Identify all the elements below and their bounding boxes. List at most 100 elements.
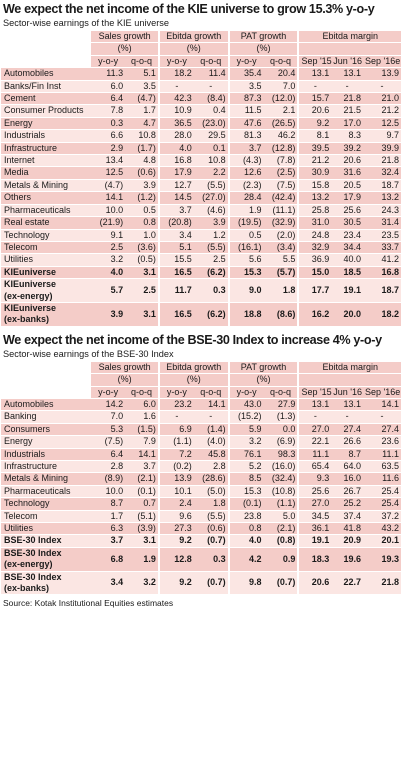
table-cell: 0.9 bbox=[263, 547, 298, 572]
bse-table-body: Sales growth Ebitda growth PAT growth Ebitd… bbox=[1, 361, 401, 596]
table-cell: 3.2 bbox=[229, 435, 264, 449]
table-cell: 18.3 bbox=[299, 547, 332, 572]
table-cell: (0.1) bbox=[229, 497, 264, 511]
table-cell: 18.5 bbox=[331, 266, 363, 280]
table-cell: 4.0 bbox=[229, 534, 264, 548]
table-cell: - bbox=[299, 80, 332, 94]
table-cell: (23.0) bbox=[193, 117, 228, 131]
table-cell: 9.2 bbox=[159, 571, 194, 596]
header-group: Ebitda growth bbox=[159, 31, 228, 44]
table-cell: 18.2 bbox=[363, 302, 401, 327]
cell-gap bbox=[157, 423, 160, 437]
table-cell: 18.7 bbox=[363, 278, 401, 303]
table-cell: 3.9 bbox=[91, 302, 126, 327]
column-header: y-o-y bbox=[229, 386, 264, 399]
table-cell: 3.9 bbox=[125, 179, 158, 193]
table-cell: 12.5 bbox=[363, 117, 401, 131]
table-cell: 2.8 bbox=[91, 460, 126, 474]
cell-gap bbox=[297, 398, 300, 412]
table-cell: 17.9 bbox=[331, 191, 363, 205]
table-cell: 25.6 bbox=[299, 485, 332, 499]
kie-header-unit: (%) (%) (%) bbox=[1, 42, 401, 56]
bse-header-groups: Sales growth Ebitda growth PAT growth Ebitd… bbox=[1, 361, 401, 375]
table-cell: 33.7 bbox=[363, 241, 401, 255]
cell-gap bbox=[297, 67, 300, 81]
row-label: Telecom bbox=[1, 510, 92, 524]
table-cell: (26.5) bbox=[263, 117, 298, 131]
table-cell: 18.8 bbox=[229, 302, 264, 327]
row-label: Utilities bbox=[1, 253, 92, 267]
table-row: Utilities 3.2 (0.5) 15.5 2.5 5.6 5.5 36.9 40.0 41… bbox=[1, 253, 401, 267]
cell-gap bbox=[227, 67, 230, 81]
row-label: KIEuniverse (ex-energy) bbox=[1, 278, 92, 303]
header-gap bbox=[297, 373, 300, 387]
table-cell: 36.1 bbox=[299, 522, 332, 536]
table-cell: (1.1) bbox=[159, 435, 194, 449]
table-cell: (16.0) bbox=[263, 460, 298, 474]
header-gap bbox=[157, 55, 160, 69]
table-cell: 11.5 bbox=[229, 104, 264, 118]
table-cell: (42.4) bbox=[263, 191, 298, 205]
cell-gap bbox=[227, 191, 230, 205]
table-cell: 20.9 bbox=[331, 534, 363, 548]
cell-gap bbox=[157, 117, 160, 131]
column-header: Jun '16 bbox=[331, 386, 363, 399]
column-header: q-o-q bbox=[125, 55, 158, 69]
cell-gap bbox=[297, 510, 300, 524]
table-cell: 3.5 bbox=[229, 80, 264, 94]
cell-gap bbox=[157, 166, 160, 180]
column-header: y-o-y bbox=[159, 55, 194, 69]
cell-gap bbox=[297, 497, 300, 511]
cell-gap bbox=[297, 253, 300, 267]
table-cell: 16.5 bbox=[159, 302, 194, 327]
cell-gap bbox=[297, 485, 300, 499]
column-header: q-o-q bbox=[125, 386, 158, 399]
table-cell: (5.5) bbox=[193, 179, 228, 193]
table-cell: (4.3) bbox=[229, 154, 264, 168]
table-cell: 3.1 bbox=[125, 534, 158, 548]
header-gap bbox=[227, 42, 230, 56]
row-label-line: KIEuniverse bbox=[4, 279, 57, 290]
cell-gap bbox=[297, 278, 300, 303]
header-unit: (%) bbox=[91, 373, 158, 387]
cell-gap bbox=[227, 216, 230, 230]
table-cell: (0.1) bbox=[125, 485, 158, 499]
table-cell: 10.8 bbox=[125, 129, 158, 143]
table-cell: - bbox=[331, 80, 363, 94]
table-cell: - bbox=[363, 410, 401, 424]
cell-gap bbox=[157, 80, 160, 94]
table-row: KIEuniverse (ex-banks) 3.9 3.1 16.5 (6.2) 18.8… bbox=[1, 302, 401, 327]
table-cell: 18.2 bbox=[159, 67, 194, 81]
table-cell: 27.0 bbox=[299, 423, 332, 437]
table-cell: 64.0 bbox=[331, 460, 363, 474]
table-cell: 9.2 bbox=[159, 534, 194, 548]
table-cell: 25.8 bbox=[299, 204, 332, 218]
table-cell: 7.0 bbox=[91, 410, 126, 424]
table-cell: 40.0 bbox=[331, 253, 363, 267]
table-cell: 0.3 bbox=[91, 117, 126, 131]
table-cell: 39.9 bbox=[363, 142, 401, 156]
table-row: KIEuniverse 4.0 3.1 16.5 (6.2) 15.3 (5.7) 15.0 1… bbox=[1, 266, 401, 280]
table-cell: 0.5 bbox=[125, 204, 158, 218]
cell-gap bbox=[297, 191, 300, 205]
table-row: BSE-30 Index (ex-energy) 6.8 1.9 12.8 0.3 4.2 0… bbox=[1, 547, 401, 572]
table-cell: (10.8) bbox=[263, 485, 298, 499]
table-cell: 14.1 bbox=[193, 398, 228, 412]
table-row: Real estate (21.9) 0.8 (20.8) 3.9 (19.5) (32.9… bbox=[1, 216, 401, 230]
row-label: Metals & Mining bbox=[1, 179, 92, 193]
table-cell: 20.6 bbox=[299, 571, 332, 596]
cell-gap bbox=[157, 485, 160, 499]
header-group: Ebitda margin bbox=[299, 361, 401, 375]
table-row: Utilities 6.3 (3.9) 27.3 (0.6) 0.8 (2.1) 36.1 41… bbox=[1, 522, 401, 536]
cell-gap bbox=[157, 179, 160, 193]
cell-gap bbox=[297, 571, 300, 596]
table-cell: - bbox=[193, 410, 228, 424]
table-cell: 3.1 bbox=[125, 266, 158, 280]
table-row: Industrials 6.4 14.1 7.2 45.8 76.1 98.3 11.1 8.7… bbox=[1, 448, 401, 462]
table-cell: 20.1 bbox=[363, 534, 401, 548]
table-row: Pharmaceuticals 10.0 (0.1) 10.1 (5.0) 15.3 (10… bbox=[1, 485, 401, 499]
table-cell: (2.1) bbox=[125, 472, 158, 486]
column-header: y-o-y bbox=[159, 386, 194, 399]
kie-title: We expect the net income of the KIE univ… bbox=[3, 2, 375, 16]
table-cell: (1.3) bbox=[263, 410, 298, 424]
